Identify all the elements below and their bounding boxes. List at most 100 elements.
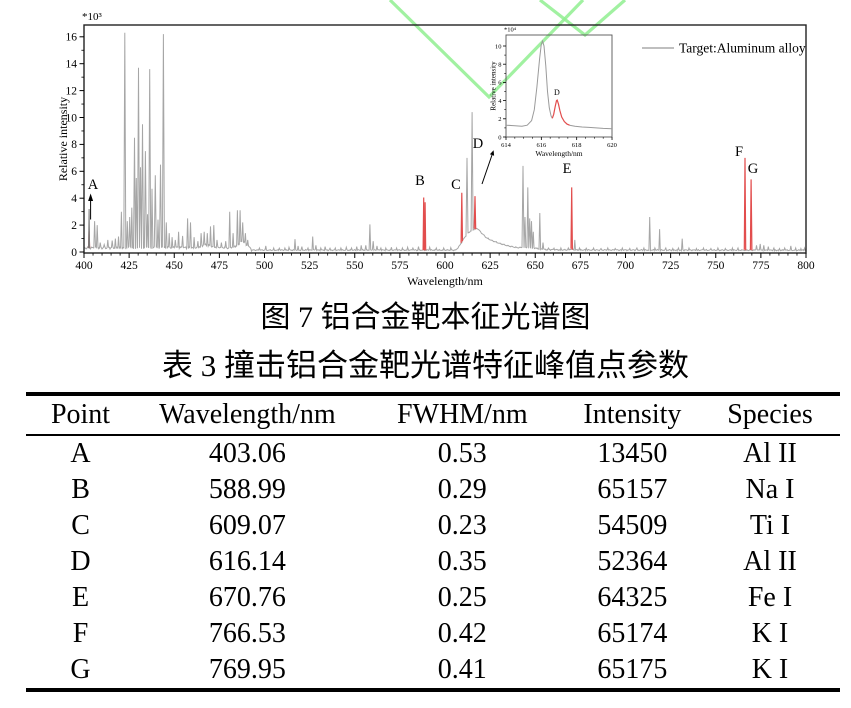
table-cell: 769.95 [208, 654, 286, 685]
svg-text:E: E [563, 161, 572, 177]
svg-text:400: 400 [75, 260, 93, 272]
table-cell: E [71, 582, 90, 613]
peaks-table: Point Wavelength/nm FWHM/nm Intensity Sp… [26, 392, 840, 692]
svg-text:F: F [735, 144, 743, 160]
table-cell: 403.06 [208, 438, 286, 469]
svg-text:675: 675 [572, 260, 590, 272]
spectrum-line [83, 32, 807, 253]
table-row: E 670.76 0.25 64325 Fe I [26, 580, 840, 616]
table-row: G 769.95 0.41 65175 K I [26, 652, 840, 690]
inset-y-title: Relative intensity [490, 61, 498, 111]
svg-text:620: 620 [607, 142, 617, 149]
svg-text:8: 8 [71, 139, 77, 151]
table-row: A 403.06 0.53 13450 Al II [26, 435, 840, 472]
svg-text:10: 10 [66, 112, 78, 124]
peak-labels: A B C D E FG [88, 136, 759, 193]
col-header-point: Point [26, 394, 136, 436]
svg-text:0: 0 [71, 247, 77, 259]
svg-text:6: 6 [498, 80, 502, 87]
table-cell: Na I [745, 474, 795, 505]
svg-text:8: 8 [498, 62, 501, 69]
table-cell: 0.35 [437, 546, 487, 577]
figure-caption: 图 7 铝合金靶本征光谱图 [260, 301, 591, 334]
x-axis-title: Wavelength/nm [407, 274, 483, 288]
table-cell: 0.41 [437, 654, 487, 685]
svg-text:550: 550 [346, 260, 364, 272]
svg-text:D: D [473, 136, 483, 152]
figure-area: A B C D E F G 400 425 450 475 500 525 550 575 600 625 650… [0, 0, 851, 292]
svg-text:425: 425 [121, 260, 139, 272]
svg-text:700: 700 [617, 260, 635, 272]
inset-scale-note: *10⁴ [504, 27, 517, 34]
table-cell: 0.23 [437, 510, 487, 541]
table-row: B 588.99 0.29 65157 Na I [26, 472, 840, 508]
table-cell: 588.99 [208, 474, 286, 505]
table-cell: 616.14 [208, 546, 286, 577]
svg-text:2: 2 [498, 116, 501, 123]
inset-peak-label: D [554, 88, 560, 97]
main-axes: 400 425 450 475 500 525 550 575 600 625 650 675 700 7… [56, 11, 815, 288]
table-cell: 64325 [597, 582, 668, 613]
table-row: F 766.53 0.42 65174 K I [26, 616, 840, 652]
svg-text:6: 6 [71, 166, 77, 178]
svg-text:650: 650 [527, 260, 545, 272]
svg-text:575: 575 [391, 260, 409, 272]
svg-text:4: 4 [71, 193, 77, 205]
annotation-arrows [88, 150, 495, 220]
svg-text:725: 725 [662, 260, 680, 272]
table-cell: 0.29 [437, 474, 487, 505]
svg-text:775: 775 [752, 260, 770, 272]
red-peaks [87, 157, 753, 251]
table-cell: A [70, 438, 91, 469]
table-cell: C [71, 510, 90, 541]
svg-text:750: 750 [707, 260, 725, 272]
svg-text:4: 4 [498, 98, 502, 105]
col-header-fwhm: FWHM/nm [359, 394, 565, 436]
table-cell: Ti I [749, 510, 791, 541]
inset-x-title: Wavelength/nm [535, 149, 582, 158]
svg-text:2: 2 [71, 220, 77, 232]
table-caption: 表 3 撞击铝合金靶光谱特征峰值点参数 [162, 348, 689, 383]
col-header-wavelength: Wavelength/nm [135, 394, 360, 436]
table-row: C 609.07 0.23 54509 Ti I [26, 508, 840, 544]
green-beams [388, 0, 627, 100]
table-cell: 54509 [597, 510, 668, 541]
table-cell: K I [751, 654, 789, 685]
svg-text:0: 0 [498, 134, 501, 141]
table-header: Point Wavelength/nm FWHM/nm Intensity Sp… [26, 394, 840, 436]
table-cell: 0.53 [437, 438, 487, 469]
table-cell: K I [751, 618, 789, 649]
table-cell: 670.76 [208, 582, 286, 613]
svg-text:10: 10 [495, 43, 502, 50]
table-cell: 52364 [597, 546, 668, 577]
table-cell: 0.25 [437, 582, 487, 613]
table-cell: D [70, 546, 91, 577]
svg-text:500: 500 [256, 260, 274, 272]
table-row: D 616.14 0.35 52364 Al II [26, 544, 840, 580]
inset-plot: 614 616 618 620 0 2 4 6 8 10 Wavelength/nm Relative… [490, 27, 617, 159]
svg-text:600: 600 [436, 260, 454, 272]
col-header-intensity: Intensity [564, 394, 700, 436]
table-cell: 609.07 [208, 510, 286, 541]
svg-text:B: B [415, 173, 425, 189]
svg-text:616: 616 [536, 142, 547, 149]
svg-text:800: 800 [797, 260, 815, 272]
table-cell: Fe I [747, 582, 793, 613]
table-cell: B [71, 474, 90, 505]
svg-text:16: 16 [66, 32, 78, 44]
table-cell: 65174 [597, 618, 668, 649]
svg-text:525: 525 [301, 260, 319, 272]
svg-text:475: 475 [211, 260, 229, 272]
svg-text:A: A [88, 177, 99, 193]
peaks-table-body: A 403.06 0.53 13450 Al II B 588.99 0.29 65157 Na … [26, 435, 840, 690]
table-cell: F [72, 618, 89, 649]
legend-label: Target:Aluminum alloy [679, 41, 806, 56]
table-cell: 0.42 [437, 618, 487, 649]
col-header-species: Species [699, 394, 840, 436]
table-cell: 13450 [597, 438, 668, 469]
legend: Target:Aluminum alloy [642, 41, 806, 56]
svg-text:450: 450 [166, 260, 184, 272]
svg-text:G: G [748, 161, 759, 177]
